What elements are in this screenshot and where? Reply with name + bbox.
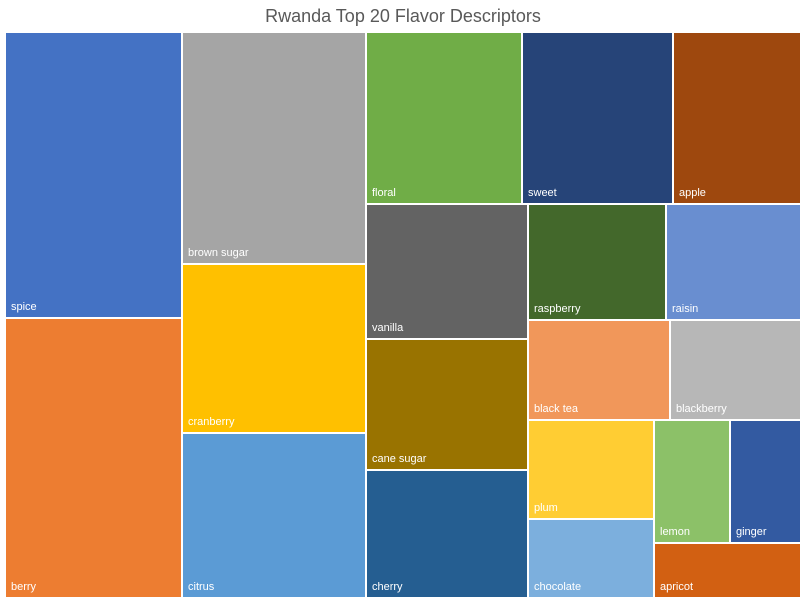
treemap-tile-cane-sugar: cane sugar	[365, 338, 529, 471]
treemap-tile-rect-citrus	[181, 432, 367, 599]
treemap-tile-citrus: citrus	[181, 432, 367, 599]
treemap-tile-label: raspberry	[534, 303, 581, 315]
treemap-tile-chocolate: chocolate	[527, 518, 655, 599]
treemap-tile-label: cherry	[372, 581, 403, 593]
treemap-tile-cranberry: cranberry	[181, 263, 367, 434]
treemap-tile-brown-sugar: brown sugar	[181, 31, 367, 265]
treemap-tile-label: citrus	[188, 581, 215, 593]
treemap-tile-label: spice	[11, 301, 37, 313]
treemap-tile-raisin: raisin	[665, 203, 802, 321]
treemap-tile-lemon: lemon	[653, 419, 731, 544]
treemap-tile-rect-apple	[672, 31, 802, 205]
treemap-tile-ginger: ginger	[729, 419, 802, 544]
treemap-tile-rect-cranberry	[181, 263, 367, 434]
treemap-tile-rect-apricot	[653, 542, 802, 599]
treemap-tile-label: cane sugar	[372, 453, 427, 465]
treemap-tile-apple: apple	[672, 31, 802, 205]
treemap-tile-label: brown sugar	[188, 247, 249, 259]
treemap-tile-label: cranberry	[188, 416, 235, 428]
treemap-tile-rect-ginger	[729, 419, 802, 544]
treemap-tile-berry: berry	[4, 317, 183, 599]
treemap-tile-label: berry	[11, 581, 37, 593]
treemap-tile-sweet: sweet	[521, 31, 674, 205]
treemap-tile-plum: plum	[527, 419, 655, 520]
treemap-tile-apricot: apricot	[653, 542, 802, 599]
treemap-tile-label: apricot	[660, 581, 693, 593]
chart-title: Rwanda Top 20 Flavor Descriptors	[265, 6, 541, 26]
treemap-tile-label: sweet	[528, 187, 557, 199]
treemap-tile-label: blackberry	[676, 403, 727, 415]
treemap-tile-rect-brown-sugar	[181, 31, 367, 265]
treemap-tile-label: plum	[534, 502, 558, 514]
treemap-tile-cherry: cherry	[365, 469, 529, 599]
treemap-tile-label: chocolate	[534, 581, 581, 593]
treemap-tile-raspberry: raspberry	[527, 203, 667, 321]
treemap-tile-rect-chocolate	[527, 518, 655, 599]
treemap-tile-spice: spice	[4, 31, 183, 319]
treemap-tile-label: vanilla	[372, 322, 404, 334]
treemap-tile-label: black tea	[534, 403, 579, 415]
treemap-tile-label: raisin	[672, 303, 698, 315]
treemap-tile-rect-vanilla	[365, 203, 529, 340]
treemap-tile-rect-cane-sugar	[365, 338, 529, 471]
treemap-tile-rect-cherry	[365, 469, 529, 599]
treemap-tile-floral: floral	[365, 31, 523, 205]
treemap-tile-label: floral	[372, 187, 396, 199]
treemap-tile-blackberry: blackberry	[669, 319, 802, 421]
treemap-tile-rect-berry	[4, 317, 183, 599]
treemap-tile-rect-spice	[4, 31, 183, 319]
treemap-tile-label: ginger	[736, 526, 767, 538]
treemap-tile-rect-sweet	[521, 31, 674, 205]
treemap-tile-rect-blackberry	[669, 319, 802, 421]
treemap-tile-rect-floral	[365, 31, 523, 205]
treemap-tile-label: apple	[679, 187, 706, 199]
treemap-tile-vanilla: vanilla	[365, 203, 529, 340]
treemap-tile-black-tea: black tea	[527, 319, 671, 421]
treemap-tile-rect-plum	[527, 419, 655, 520]
treemap-tile-label: lemon	[660, 526, 690, 538]
treemap-tile-rect-lemon	[653, 419, 731, 544]
